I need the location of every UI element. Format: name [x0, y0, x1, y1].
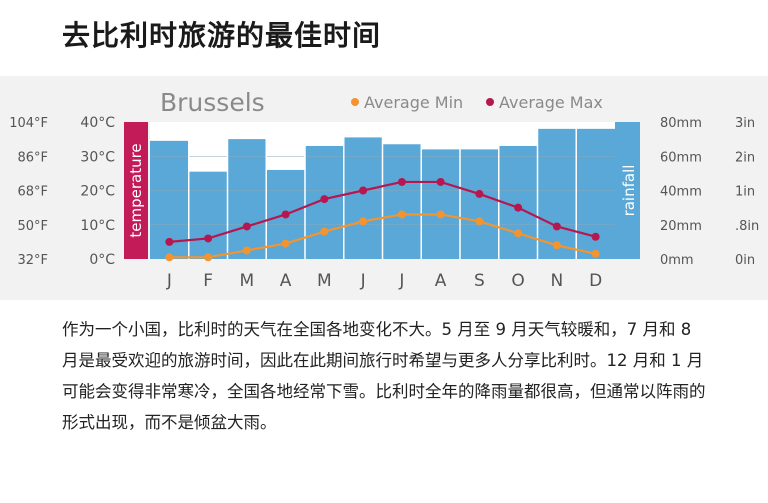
rainfall-bar — [537, 128, 577, 259]
month-label: J — [398, 271, 404, 291]
description-paragraph: 作为一个小国，比利时的天气在全国各地变化不大。5 月至 9 月天气较暖和，7 月… — [62, 320, 706, 432]
series-point — [591, 249, 600, 258]
month-label: J — [360, 271, 366, 291]
month-label: M — [240, 271, 255, 291]
tick-label-inches: 1in — [735, 185, 755, 200]
tick-label-fahrenheit: 104°F — [9, 116, 48, 131]
legend-label: Average Min — [364, 93, 463, 112]
series-point — [165, 253, 174, 262]
month-label: A — [280, 271, 292, 291]
series-point — [475, 217, 484, 226]
tick-label-mm: 20mm — [660, 219, 702, 234]
rainfall-axis-band — [615, 122, 640, 259]
tick-label-celsius: 0°C — [89, 252, 115, 268]
tick-label-celsius: 20°C — [80, 184, 115, 200]
series-point — [436, 210, 445, 219]
series-point — [359, 217, 368, 226]
temperature-axis-band — [124, 122, 148, 259]
series-line — [169, 213, 596, 259]
month-label: F — [203, 271, 213, 291]
series-point — [320, 227, 329, 236]
rainfall-bar — [460, 149, 500, 259]
series-point — [320, 195, 329, 204]
series-point — [242, 246, 251, 255]
tick-label-inches: 2in — [735, 150, 755, 165]
chart-title: Brussels — [160, 88, 265, 117]
tick-label-fahrenheit: 86°F — [17, 150, 48, 165]
series-point — [397, 177, 406, 186]
tick-label-celsius: 10°C — [80, 218, 115, 234]
tick-label-mm: 0mm — [660, 253, 694, 268]
legend-label: Average Max — [499, 93, 603, 112]
tick-label-inches: 0in — [735, 253, 755, 268]
rainfall-bar — [421, 149, 461, 259]
tick-label-inches: .8in — [735, 219, 759, 234]
series-point — [552, 222, 561, 231]
series-point — [359, 186, 368, 195]
tick-label-mm: 40mm — [660, 185, 702, 200]
series-point — [514, 229, 523, 238]
tick-label-fahrenheit: 68°F — [17, 185, 48, 200]
series-point — [591, 232, 600, 241]
climate-chart: temperature rainfall 32°F 0°C 50°F 10°C 68°F 20… — [9, 88, 759, 291]
month-label: D — [589, 271, 602, 291]
month-label: A — [435, 271, 447, 291]
tick-label-fahrenheit: 32°F — [17, 253, 48, 268]
series-point — [552, 241, 561, 250]
series-point — [397, 210, 406, 219]
tick-label-mm: 80mm — [660, 116, 702, 131]
series-line — [169, 180, 596, 243]
series-point — [475, 189, 484, 198]
rainfall-bar — [227, 139, 267, 259]
rainfall-axis-label: rainfall — [620, 165, 638, 217]
month-label: S — [474, 271, 485, 291]
month-label: J — [166, 271, 172, 291]
tick-label-mm: 60mm — [660, 150, 702, 165]
tick-label-fahrenheit: 50°F — [17, 219, 48, 234]
series-point — [514, 203, 523, 212]
tick-label-inches: 3in — [735, 116, 755, 131]
tick-label-celsius: 40°C — [80, 115, 115, 131]
temperature-axis-label: temperature — [127, 143, 145, 237]
month-label: N — [551, 271, 564, 291]
series-point — [281, 210, 290, 219]
series-point — [165, 237, 174, 246]
series-point — [242, 222, 251, 231]
series-point — [281, 239, 290, 248]
rainfall-bar — [188, 171, 228, 259]
rainfall-bar — [343, 137, 383, 259]
series-point — [204, 234, 213, 243]
legend-marker — [486, 98, 494, 106]
month-label: M — [317, 271, 332, 291]
series-point — [436, 177, 445, 186]
month-label: O — [511, 271, 524, 291]
legend-marker — [351, 98, 359, 106]
page-title: 去比利时旅游的最佳时间 — [62, 19, 382, 52]
climate-chart-panel: temperature rainfall 32°F 0°C 50°F 10°C 68°F 20… — [0, 76, 768, 300]
series-point — [204, 253, 213, 262]
tick-label-celsius: 30°C — [80, 149, 115, 165]
rainfall-bar — [382, 144, 422, 259]
